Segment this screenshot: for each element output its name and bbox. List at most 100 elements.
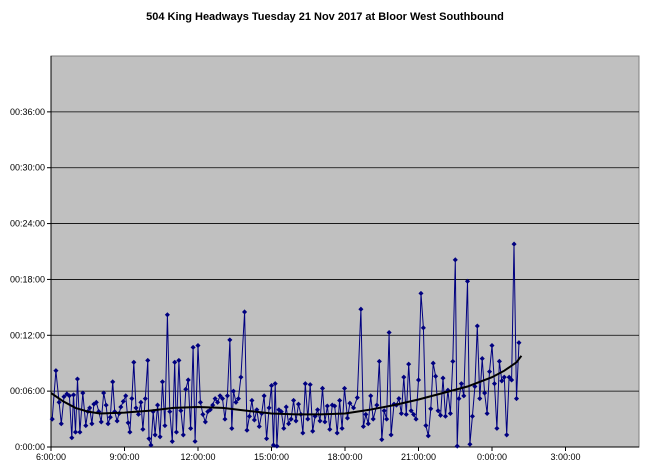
data-point — [180, 432, 186, 438]
data-point — [244, 427, 250, 433]
data-point — [125, 420, 131, 426]
data-point — [266, 405, 272, 411]
data-point — [461, 393, 467, 399]
data-point — [381, 408, 387, 414]
data-point — [442, 413, 449, 419]
data-point — [423, 423, 429, 429]
data-point — [435, 408, 441, 414]
data-point — [176, 357, 182, 363]
y-tick-label: 00:30:00 — [10, 163, 45, 173]
data-point — [454, 443, 460, 449]
x-tick-label: 18:00:00 — [327, 452, 362, 462]
data-point — [283, 404, 289, 410]
data-point — [173, 429, 179, 435]
data-point — [224, 393, 230, 399]
data-point — [420, 325, 426, 331]
data-point — [190, 344, 196, 350]
data-point — [499, 378, 505, 384]
data-point — [322, 419, 328, 425]
y-axis-ticks: 0:00:00 00:06:00 00:12:00 00:18:00 00:24:00 0… — [10, 107, 51, 452]
data-point — [401, 374, 407, 380]
data-point — [210, 402, 216, 408]
data-point — [295, 401, 302, 407]
data-point — [98, 419, 104, 425]
data-point — [293, 418, 299, 424]
chart-title: 504 King Headways Tuesday 21 Nov 2017 at… — [146, 11, 504, 23]
data-point — [452, 257, 458, 263]
data-point — [261, 393, 267, 399]
data-point — [351, 405, 357, 411]
data-point — [496, 358, 502, 364]
data-point — [178, 408, 184, 414]
data-point — [368, 393, 374, 399]
data-point — [464, 278, 471, 284]
data-point — [107, 414, 113, 420]
data-point — [482, 390, 488, 396]
data-point — [129, 396, 135, 402]
data-point — [479, 356, 485, 362]
data-point — [222, 416, 228, 422]
data-point — [398, 410, 404, 417]
data-point — [344, 415, 350, 421]
data-point — [437, 412, 444, 418]
data-point — [358, 306, 364, 312]
data-point — [467, 441, 473, 447]
data-point — [227, 337, 233, 343]
data-point — [183, 386, 189, 392]
data-point — [197, 399, 203, 405]
data-point — [164, 312, 170, 318]
x-tick-label: 9:00:00 — [109, 452, 139, 462]
data-point — [172, 359, 178, 365]
data-point — [281, 425, 287, 431]
data-point — [504, 432, 510, 438]
data-point — [376, 358, 382, 364]
data-point — [406, 361, 412, 367]
y-tick-label: 0:00:00 — [15, 442, 45, 452]
data-point — [310, 428, 316, 434]
data-point — [230, 388, 237, 394]
data-point — [185, 377, 191, 383]
x-tick-label: 12:00:00 — [180, 452, 215, 462]
data-point — [146, 436, 152, 442]
x-axis-ticks: 6:00:00 9:00:00 12:00:00 15:00:00 18:00:00 21… — [36, 447, 581, 462]
x-tick-label: 3:00:00 — [550, 452, 580, 462]
data-point — [200, 411, 206, 417]
data-point — [251, 417, 257, 423]
x-tick-label: 6:00:00 — [36, 452, 66, 462]
data-point — [268, 383, 275, 389]
data-point — [337, 397, 343, 404]
data-point — [138, 399, 144, 405]
y-tick-label: 00:06:00 — [10, 386, 45, 396]
data-point — [195, 342, 201, 349]
data-point — [235, 396, 241, 402]
data-point — [264, 436, 270, 442]
data-point — [229, 425, 235, 431]
data-point — [447, 410, 453, 417]
data-point — [246, 413, 252, 419]
data-point — [511, 241, 517, 247]
data-point — [486, 369, 493, 375]
data-point — [363, 411, 369, 417]
data-point — [305, 416, 311, 422]
data-point — [317, 418, 323, 424]
data-point — [155, 402, 161, 408]
data-point — [110, 379, 116, 385]
data-point — [249, 397, 255, 404]
data-point — [157, 434, 163, 440]
data-point — [93, 399, 99, 405]
data-point — [403, 411, 409, 417]
data-point — [324, 403, 330, 409]
data-point — [456, 396, 462, 402]
data-point — [411, 411, 417, 417]
data-point — [374, 402, 380, 408]
data-point — [148, 442, 154, 448]
data-point — [315, 407, 321, 413]
data-point — [341, 385, 348, 391]
data-point — [458, 381, 464, 387]
data-point — [430, 360, 436, 366]
data-point — [140, 426, 146, 432]
data-point — [506, 374, 512, 380]
data-point — [440, 375, 446, 381]
trend-line — [50, 355, 523, 416]
data-point — [188, 425, 194, 431]
